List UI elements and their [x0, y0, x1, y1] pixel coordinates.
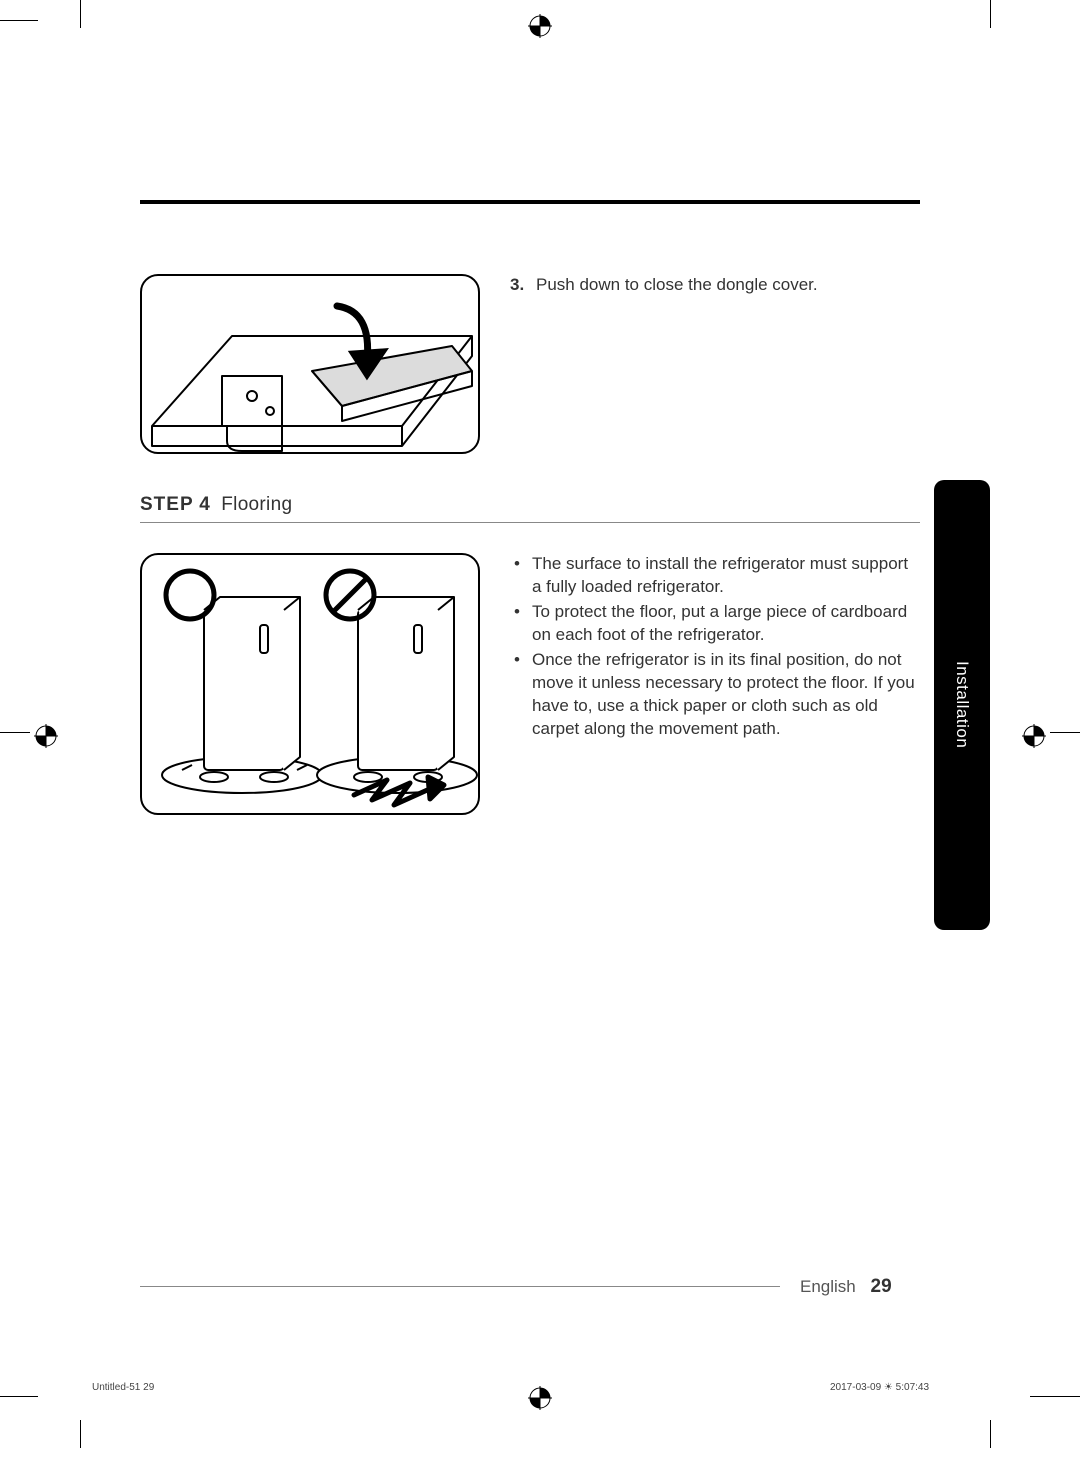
registration-mark-bottom	[528, 1386, 552, 1410]
step3-number: 3.	[510, 274, 524, 297]
footer-doc-id: Untitled-51 29	[92, 1382, 154, 1393]
crop-mark	[0, 732, 30, 733]
step4-bullet-1: The surface to install the refrigerator …	[510, 553, 920, 599]
step3-section: 3. Push down to close the dongle cover.	[140, 274, 920, 454]
step4-bullet-3: Once the refrigerator is in its final po…	[510, 649, 920, 741]
crop-mark	[80, 0, 81, 28]
top-rule	[140, 200, 920, 204]
step4-heading: STEP 4 Flooring	[140, 494, 920, 516]
step3-item: 3. Push down to close the dongle cover.	[510, 274, 920, 297]
illustration-dongle-cover	[140, 274, 480, 454]
registration-mark-top	[528, 14, 552, 38]
crop-mark	[0, 1396, 38, 1397]
illustration-flooring	[140, 553, 480, 815]
registration-mark-right	[1022, 724, 1046, 748]
footer-rule	[140, 1286, 780, 1287]
footer-page-info: English 29	[800, 1276, 892, 1298]
registration-mark-left	[34, 724, 58, 748]
step4-bullets: The surface to install the refrigerator …	[510, 553, 920, 741]
step-label: STEP	[140, 494, 194, 515]
step-title: Flooring	[221, 494, 292, 515]
step4-section: The surface to install the refrigerator …	[140, 553, 920, 815]
step-number: 4	[199, 494, 210, 515]
crop-mark	[990, 0, 991, 28]
step4-rule	[140, 522, 920, 523]
footer-language: English	[800, 1277, 856, 1296]
footer-timestamp: 2017-03-09 ☀ 5:07:43	[830, 1382, 929, 1393]
crop-mark	[1030, 1396, 1080, 1397]
crop-mark	[1050, 732, 1080, 733]
step4-bullet-2: To protect the floor, put a large piece …	[510, 601, 920, 647]
section-tab-installation: Installation	[934, 480, 990, 930]
crop-mark	[990, 1420, 991, 1448]
step3-list: 3. Push down to close the dongle cover.	[510, 274, 920, 297]
footer-page-number: 29	[871, 1276, 892, 1297]
step3-text: Push down to close the dongle cover.	[536, 275, 818, 294]
crop-mark	[0, 20, 38, 21]
crop-mark	[80, 1420, 81, 1448]
section-tab-label: Installation	[952, 661, 972, 748]
page-content: 3. Push down to close the dongle cover. …	[140, 200, 920, 855]
